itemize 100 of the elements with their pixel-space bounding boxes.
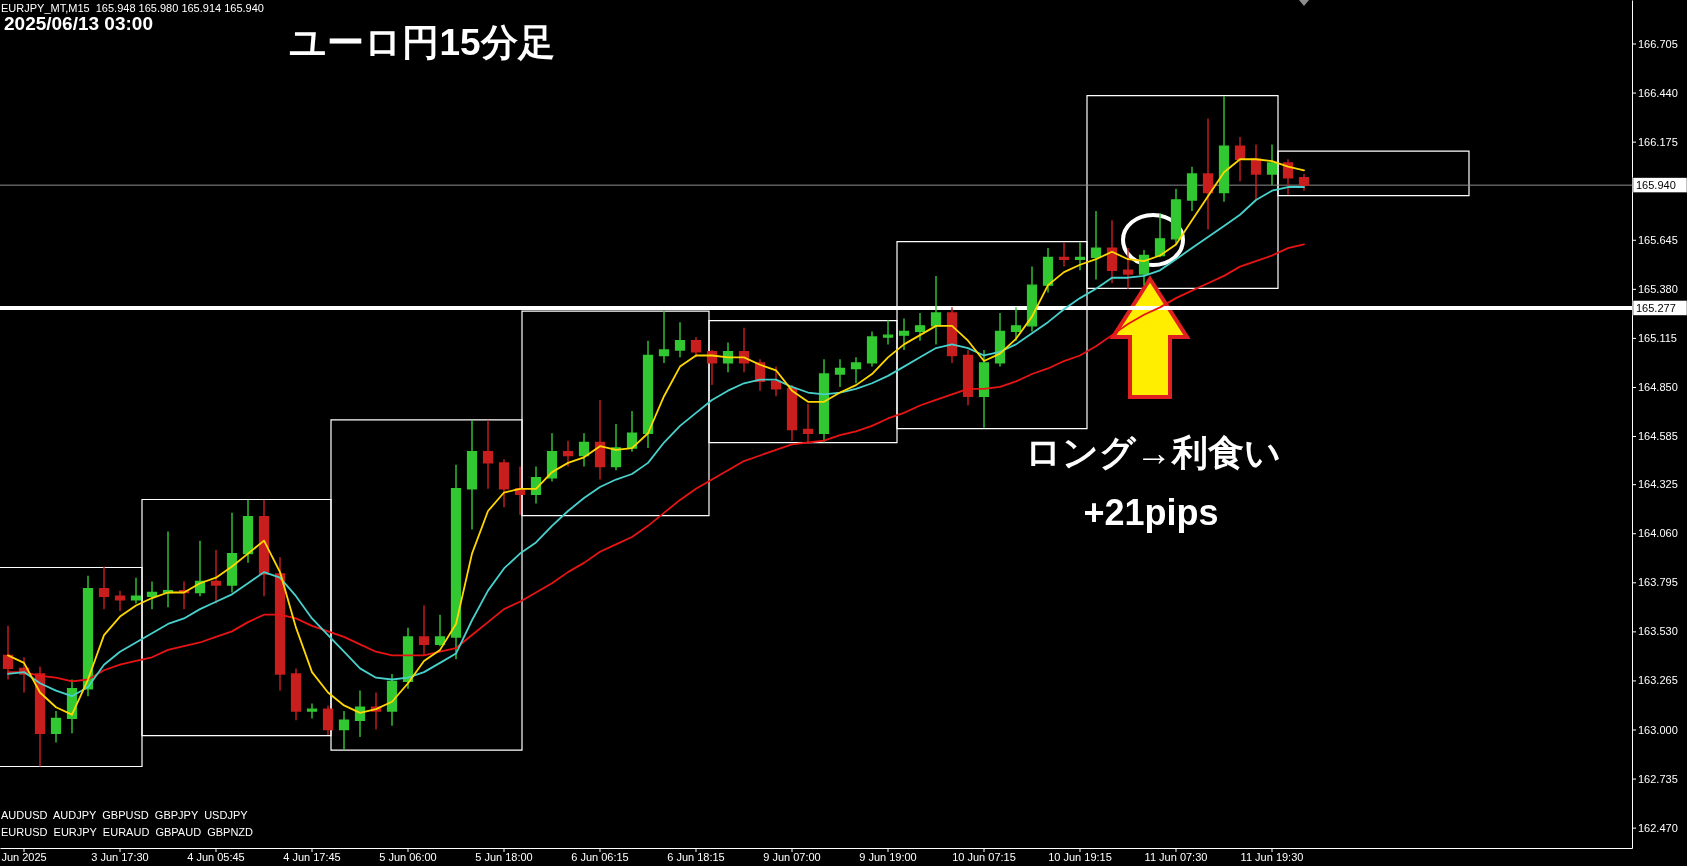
x-tick-label: 10 Jun 07:15 xyxy=(952,850,1016,863)
y-tick-label: 166.175 xyxy=(1638,135,1678,148)
y-tick-label: 162.470 xyxy=(1638,821,1678,834)
candlestick xyxy=(258,499,270,597)
candlestick xyxy=(610,423,622,471)
candlestick xyxy=(146,580,158,610)
annotation: EURUSD EURJPY EURAUD GBPAUD GBPNZD xyxy=(1,826,254,838)
candlestick xyxy=(1058,241,1070,268)
candlestick xyxy=(274,556,286,692)
candlestick xyxy=(594,399,606,481)
candlestick xyxy=(482,419,494,490)
candlestick xyxy=(642,339,654,449)
y-tick-label: 165.115 xyxy=(1638,331,1677,344)
candlestick xyxy=(546,432,558,483)
candlestick xyxy=(994,312,1006,368)
candlestick xyxy=(930,275,942,346)
x-tick-label: 5 Jun 18:00 xyxy=(475,850,533,863)
x-tick-label: 9 Jun 07:00 xyxy=(763,850,821,863)
x-tick-label: 11 Jun 07:30 xyxy=(1144,850,1208,863)
candlestick xyxy=(162,530,174,608)
candlestick xyxy=(658,310,670,364)
y-tick-label: 166.440 xyxy=(1638,86,1678,99)
candlestick xyxy=(770,365,782,397)
candlestick xyxy=(34,665,46,768)
candlestick xyxy=(1170,188,1182,246)
ref-line-label: 165.277 xyxy=(1636,301,1676,314)
candlestick xyxy=(82,575,94,697)
candlestick xyxy=(226,512,238,594)
x-tick-label: 10 Jun 19:15 xyxy=(1048,850,1112,863)
x-tick-label: 6 Jun 18:15 xyxy=(667,850,725,863)
candlestick xyxy=(1106,219,1118,284)
candlestick xyxy=(1218,95,1230,203)
y-tick-label: 163.795 xyxy=(1638,576,1678,589)
candlestick xyxy=(834,358,846,388)
candlestick xyxy=(338,710,350,751)
candlestick xyxy=(1186,165,1198,212)
candlestick xyxy=(1282,158,1294,196)
candlestick xyxy=(1154,212,1166,259)
text: ユーロ円15分足 xyxy=(289,21,555,63)
candlestick xyxy=(914,312,926,342)
y-tick-label: 164.325 xyxy=(1638,478,1678,491)
candlestick xyxy=(962,349,974,407)
y-tick-label: 163.000 xyxy=(1638,723,1678,736)
candlestick xyxy=(450,464,462,660)
x-tick-label: 4 Jun 17:45 xyxy=(283,850,341,863)
candlestick xyxy=(322,704,334,736)
y-tick-label: 164.850 xyxy=(1638,380,1678,393)
y-tick-label: 165.645 xyxy=(1638,233,1678,246)
y-tick-label: 166.705 xyxy=(1638,37,1678,50)
x-tick-label: 5 Jun 06:00 xyxy=(379,850,437,863)
candlestick xyxy=(882,319,894,346)
candlestick xyxy=(418,604,430,657)
x-tick-label: 11 Jun 19:30 xyxy=(1240,850,1304,863)
candlestick xyxy=(850,356,862,384)
x-tick-label: 3 Jun 17:30 xyxy=(91,850,149,863)
x-tick-label: Jun 2025 xyxy=(1,850,47,863)
candlestick xyxy=(674,321,686,359)
candlestick xyxy=(466,419,478,531)
candlestick xyxy=(1298,173,1310,192)
candlestick xyxy=(1122,247,1134,290)
candlestick xyxy=(786,384,798,442)
annotation: ロング→利食い xyxy=(1025,431,1281,473)
candlestick xyxy=(978,349,990,429)
candlestick xyxy=(626,410,638,453)
candlestick xyxy=(1010,306,1022,342)
candlestick xyxy=(386,673,398,727)
candlestick xyxy=(498,458,510,509)
candlestick xyxy=(1026,265,1038,333)
candlestick xyxy=(434,614,446,647)
x-tick-label: 9 Jun 19:00 xyxy=(859,850,917,863)
candlestick xyxy=(1042,247,1054,294)
candlestick xyxy=(690,336,702,359)
candlestick xyxy=(130,576,142,605)
candlestick xyxy=(306,702,318,720)
candlestick xyxy=(818,358,830,444)
candlestick xyxy=(1250,143,1262,201)
candlestick xyxy=(1202,117,1214,231)
candlestick xyxy=(1138,249,1150,286)
y-tick-label: 162.735 xyxy=(1638,772,1678,785)
annotation: AUDUSD AUDJPY GBPUSD GBPJPY USDJPY xyxy=(1,809,249,821)
x-tick-label: 6 Jun 06:15 xyxy=(571,850,629,863)
candlestick xyxy=(50,710,62,744)
annotation: +21pips xyxy=(1083,491,1219,533)
candlestick xyxy=(98,565,110,610)
y-tick-label: 164.585 xyxy=(1638,430,1678,443)
candlestick xyxy=(290,667,302,721)
candlestick xyxy=(1090,210,1102,281)
candlestick xyxy=(210,549,222,605)
x-tick-label: 4 Jun 05:45 xyxy=(187,850,245,863)
candlestick xyxy=(242,499,254,564)
ref-line-label: 165.940 xyxy=(1636,179,1676,192)
y-tick-label: 164.060 xyxy=(1638,527,1678,540)
candlestick xyxy=(946,306,958,364)
candlestick xyxy=(1234,136,1246,183)
candlestick xyxy=(2,625,14,681)
y-tick-label: 165.380 xyxy=(1638,282,1678,295)
candlestick xyxy=(898,317,910,351)
candlestick xyxy=(578,432,590,468)
candlestick xyxy=(402,626,414,690)
candlestick xyxy=(1074,241,1086,272)
